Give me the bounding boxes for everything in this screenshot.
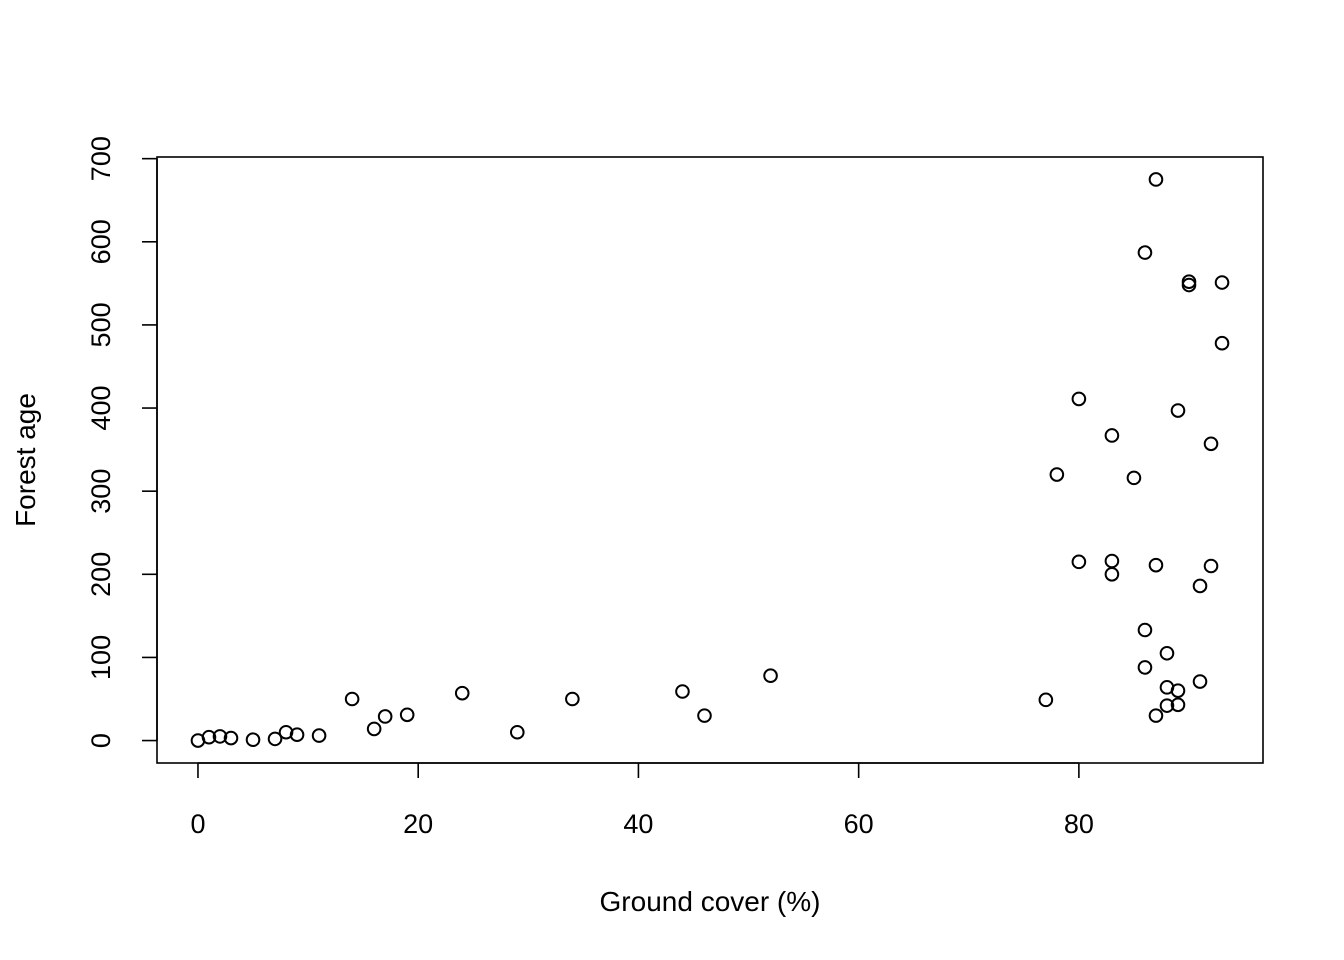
data-point bbox=[1137, 622, 1153, 638]
x-tick-label: 20 bbox=[403, 809, 433, 839]
data-point bbox=[1170, 697, 1186, 713]
y-axis: 0 100 200 300 400 500 600 700 bbox=[86, 136, 158, 748]
data-point bbox=[1214, 275, 1230, 290]
x-axis: 0 20 40 60 80 bbox=[190, 762, 1094, 839]
x-tick-label: 80 bbox=[1064, 809, 1094, 839]
data-point bbox=[697, 708, 712, 723]
data-point bbox=[1038, 692, 1054, 708]
data-point bbox=[1137, 245, 1153, 260]
plot-frame bbox=[156, 156, 1264, 764]
data-point bbox=[289, 727, 305, 743]
data-point bbox=[1170, 683, 1186, 698]
x-tick-label: 60 bbox=[844, 809, 874, 839]
data-point bbox=[212, 729, 228, 744]
y-tick-label: 0 bbox=[86, 733, 116, 748]
x-tick-label: 40 bbox=[623, 809, 653, 839]
data-point bbox=[1148, 708, 1164, 723]
y-tick-label: 300 bbox=[86, 469, 116, 514]
data-point bbox=[1049, 467, 1065, 482]
data-point bbox=[344, 691, 360, 707]
y-tick-label: 600 bbox=[86, 219, 116, 264]
y-tick-label: 100 bbox=[86, 635, 116, 680]
data-point bbox=[1104, 553, 1120, 569]
data-point bbox=[1148, 172, 1164, 187]
data-point bbox=[1159, 645, 1175, 661]
x-tick-label: 0 bbox=[190, 809, 205, 839]
data-point bbox=[1214, 335, 1230, 351]
data-point bbox=[1071, 554, 1087, 570]
data-point bbox=[509, 724, 525, 740]
data-point bbox=[1181, 277, 1197, 293]
data-point bbox=[377, 709, 393, 724]
data-point bbox=[223, 730, 239, 746]
data-point bbox=[565, 691, 580, 707]
data-point bbox=[201, 729, 217, 745]
y-tick-label: 400 bbox=[86, 386, 116, 431]
y-tick-label: 700 bbox=[86, 136, 116, 181]
data-point bbox=[267, 731, 283, 747]
data-point bbox=[675, 684, 690, 699]
data-point bbox=[366, 721, 382, 737]
data-point bbox=[763, 668, 778, 684]
data-point bbox=[454, 685, 470, 701]
data-point bbox=[1192, 674, 1208, 689]
data-point bbox=[399, 707, 415, 723]
y-tick-label: 200 bbox=[86, 552, 116, 597]
data-points bbox=[190, 172, 1230, 748]
data-point bbox=[245, 732, 261, 748]
data-point bbox=[1203, 436, 1219, 452]
x-axis-title: Ground cover (%) bbox=[600, 886, 821, 917]
data-point bbox=[311, 728, 327, 743]
data-point bbox=[1126, 470, 1142, 486]
data-point bbox=[1148, 557, 1164, 573]
data-point bbox=[1137, 660, 1153, 675]
data-point bbox=[1104, 567, 1120, 582]
y-tick-label: 500 bbox=[86, 302, 116, 347]
data-point bbox=[1071, 391, 1087, 407]
data-point bbox=[1203, 558, 1219, 574]
data-point bbox=[1159, 698, 1175, 713]
data-point bbox=[1170, 403, 1186, 418]
data-point bbox=[1104, 428, 1120, 443]
y-axis-title: Forest age bbox=[10, 393, 41, 527]
data-point bbox=[1192, 578, 1208, 594]
